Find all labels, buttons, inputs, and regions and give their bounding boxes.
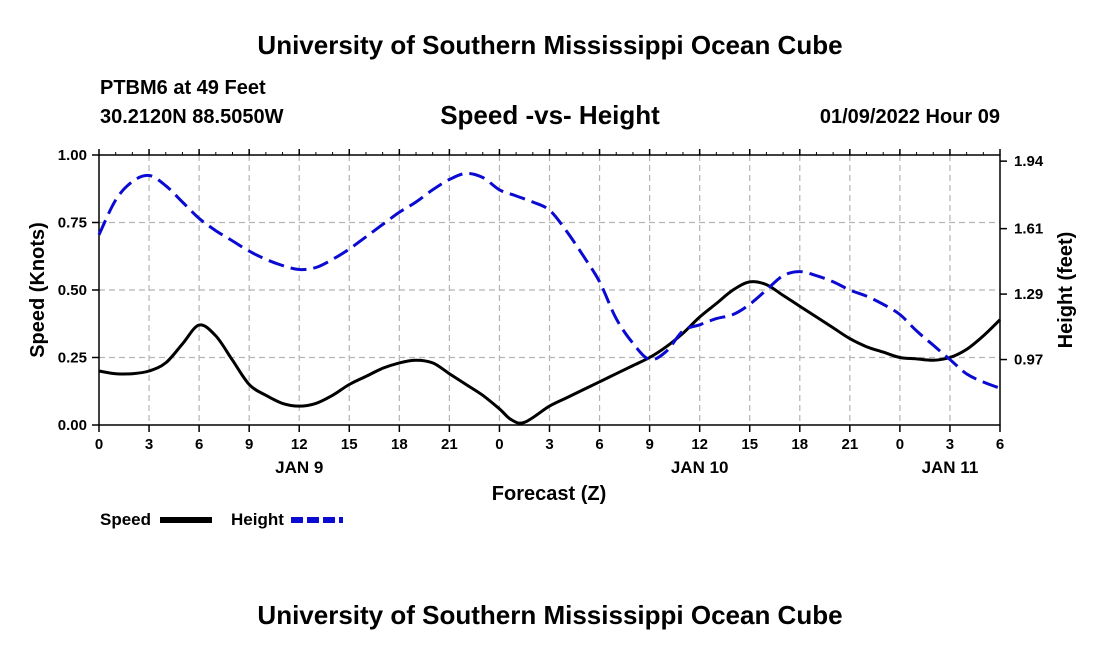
y-axis-right-label: Height (feet) bbox=[1055, 232, 1077, 349]
x-tick-label: 6 bbox=[996, 436, 1004, 453]
x-tick-label: 18 bbox=[791, 436, 808, 453]
x-tick-label: 3 bbox=[946, 436, 954, 453]
x-tick-label: 21 bbox=[441, 436, 458, 453]
series-lines bbox=[97, 171, 1002, 425]
x-tick-label: 6 bbox=[595, 436, 603, 453]
legend: Speed Height bbox=[100, 510, 343, 529]
y-left-tick-label: 0.00 bbox=[58, 417, 87, 434]
x-tick-label: 9 bbox=[245, 436, 253, 453]
x-tick-label: 15 bbox=[741, 436, 758, 453]
x-tick-label: 15 bbox=[341, 436, 358, 453]
legend-speed-label: Speed bbox=[100, 510, 151, 529]
y-left-tick-label: 0.75 bbox=[58, 215, 87, 232]
page-title: University of Southern Mississippi Ocean… bbox=[257, 30, 843, 60]
y-right-tick-label: 0.97 bbox=[1014, 352, 1043, 369]
coordinates-label: 30.2120N 88.5050W bbox=[100, 106, 284, 128]
x-date-label: JAN 10 bbox=[671, 458, 729, 477]
x-axis-label: Forecast (Z) bbox=[492, 483, 606, 505]
station-label: PTBM6 at 49 Feet bbox=[100, 77, 266, 99]
x-tick-label: 12 bbox=[691, 436, 708, 453]
y-left-tick-label: 0.25 bbox=[58, 350, 87, 367]
x-tick-label: 0 bbox=[896, 436, 904, 453]
y-left-tick-label: 1.00 bbox=[58, 147, 87, 164]
x-date-label: JAN 9 bbox=[275, 458, 323, 477]
y-right-tick-label: 1.61 bbox=[1014, 221, 1043, 238]
y-right-tick-label: 1.29 bbox=[1014, 286, 1043, 303]
series-line-height bbox=[97, 171, 1001, 390]
x-tick-label: 3 bbox=[145, 436, 153, 453]
x-tick-label: 6 bbox=[195, 436, 203, 453]
page-title-bottom: University of Southern Mississippi Ocean… bbox=[257, 600, 843, 630]
x-tick-label: 12 bbox=[291, 436, 308, 453]
x-tick-label: 21 bbox=[841, 436, 858, 453]
grid-lines bbox=[99, 155, 1000, 425]
x-date-label: JAN 11 bbox=[922, 458, 979, 477]
axis-ticks bbox=[92, 149, 1007, 432]
tick-labels: 0 3 6 9 12 15 18 21 0 3 6 9 12 15 18 21 0 3 6 JAN 9 JAN 10 JA… bbox=[58, 147, 1044, 477]
legend-height-label: Height bbox=[231, 510, 284, 529]
x-tick-label: 9 bbox=[645, 436, 653, 453]
y-right-tick-label: 1.94 bbox=[1014, 153, 1044, 170]
series-line-speed bbox=[98, 280, 1002, 425]
y-axis-left-label: Speed (Knots) bbox=[27, 222, 49, 358]
chart-title: Speed -vs- Height bbox=[440, 100, 660, 130]
x-tick-label: 0 bbox=[495, 436, 503, 453]
x-tick-label: 3 bbox=[545, 436, 553, 453]
x-tick-label: 18 bbox=[391, 436, 408, 453]
y-left-tick-label: 0.50 bbox=[58, 282, 87, 299]
x-tick-label: 0 bbox=[95, 436, 103, 453]
datetime-label: 01/09/2022 Hour 09 bbox=[819, 106, 1000, 128]
